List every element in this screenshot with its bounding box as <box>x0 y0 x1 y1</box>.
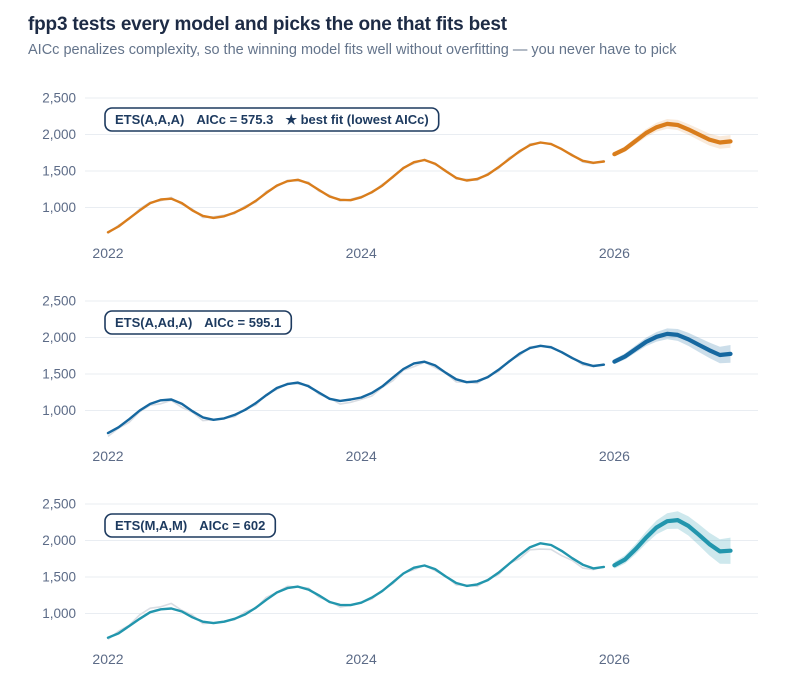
x-tick-label: 2026 <box>599 245 630 261</box>
y-tick-label: 1,000 <box>42 200 76 215</box>
fitted-line <box>106 141 606 234</box>
y-tick-label: 2,500 <box>42 294 76 309</box>
y-tick-label: 2,000 <box>42 330 76 345</box>
fitted-line <box>106 344 606 435</box>
chart-svg: 2,500 2,000 1,500 1,000 2022 2024 2026 ETS(A,Ad… <box>42 294 758 464</box>
y-tick-label: 1,500 <box>42 367 76 382</box>
observed-line <box>107 345 605 438</box>
y-tick-label: 2,500 <box>42 497 76 512</box>
model-label: ETS(A,Ad,A) AICc = 595.1 <box>115 315 281 330</box>
panel-ets-mam: 2,500 2,000 1,500 1,000 2022 2024 2026 ETS(M,A,… <box>0 490 800 690</box>
chart-svg: 2,500 2,000 1,500 1,000 2022 2024 2026 ETS(M,A,… <box>42 497 758 667</box>
forecast-line <box>612 121 733 157</box>
x-tick-label: 2022 <box>92 651 123 667</box>
x-tick-label: 2024 <box>346 245 377 261</box>
forecast-line <box>612 331 733 364</box>
page-subtitle: AICc penalizes complexity, so the winnin… <box>28 42 677 58</box>
chart-header: fpp3 tests every model and picks the one… <box>0 0 800 58</box>
model-label-box <box>104 107 440 132</box>
model-label-box <box>104 310 293 335</box>
chart-svg: 2,500 2,000 1,500 1,000 2022 2024 2026 ETS(A,A,… <box>42 91 758 261</box>
x-tick-label: 2026 <box>599 651 630 667</box>
y-tick-label: 2,000 <box>42 127 76 142</box>
panel-ets-aaa: 2,500 2,000 1,500 1,000 2022 2024 2026 ETS(A,A,… <box>0 84 800 284</box>
x-tick-label: 2022 <box>92 245 123 261</box>
y-tick-label: 2,000 <box>42 533 76 548</box>
x-tick-label: 2024 <box>346 651 377 667</box>
observed-line <box>107 548 605 641</box>
panels-container: 2,500 2,000 1,500 1,000 2022 2024 2026 ETS(A,A,… <box>0 84 800 690</box>
y-tick-label: 2,500 <box>42 91 76 106</box>
y-tick-label: 1,000 <box>42 403 76 418</box>
y-tick-label: 1,500 <box>42 570 76 585</box>
fitted-line <box>106 542 606 639</box>
y-tick-label: 1,000 <box>42 606 76 621</box>
observed-line <box>107 142 605 235</box>
y-tick-label: 1,500 <box>42 164 76 179</box>
model-label: ETS(M,A,M) AICc = 602 <box>115 518 265 533</box>
panel-ets-aada: 2,500 2,000 1,500 1,000 2022 2024 2026 ETS(A,Ad… <box>0 287 800 487</box>
page-title: fpp3 tests every model and picks the one… <box>28 14 507 35</box>
model-label: ETS(A,A,A) AICc = 575.3 ★ best fit (lowest… <box>115 112 429 127</box>
x-tick-label: 2026 <box>599 448 630 464</box>
model-label-box <box>104 513 277 538</box>
forecast-line <box>612 518 733 568</box>
x-tick-label: 2024 <box>346 448 377 464</box>
x-tick-label: 2022 <box>92 448 123 464</box>
